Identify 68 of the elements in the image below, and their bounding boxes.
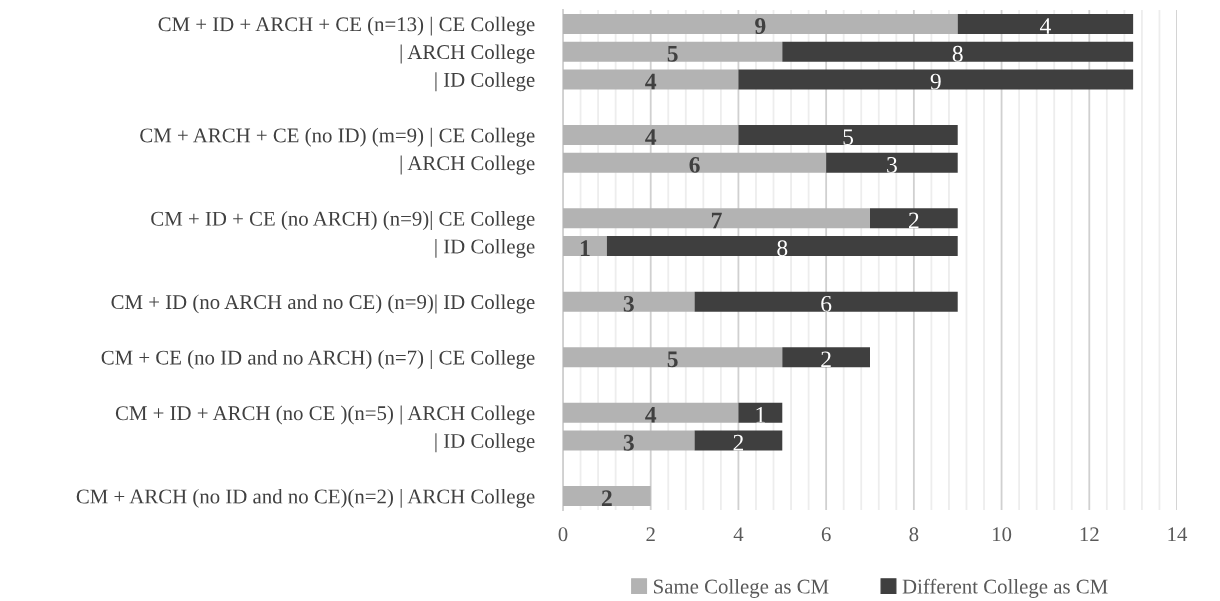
legend-label: Different College as CM: [902, 578, 1108, 598]
y-tick-label: | ID College: [435, 72, 535, 92]
data-label: 9: [930, 73, 941, 90]
bar: [563, 430, 695, 451]
bar: [563, 291, 695, 312]
x-tick-label: 10: [992, 527, 1012, 542]
y-tick-label: CM + ARCH (no ID and no CE)(n=2) | ARCH College: [76, 488, 535, 508]
bar: [563, 402, 739, 423]
data-label: 1: [580, 240, 590, 256]
y-tick-label: CM + CE (no ID and no ARCH) (n=7) | CE College: [101, 349, 535, 369]
data-label: 5: [667, 46, 678, 62]
y-tick-label: CM + ID (no ARCH and no CE) (n=9)| ID College: [111, 294, 535, 314]
bar: [563, 347, 783, 368]
y-tick-label: | ID College: [435, 238, 535, 258]
data-label: 4: [645, 407, 657, 423]
data-label: 8: [952, 45, 963, 62]
data-label: 5: [667, 351, 678, 368]
data-label: 3: [887, 156, 897, 173]
y-tick-label: | ARCH College: [400, 155, 535, 175]
y-tick-label: | ARCH College: [400, 44, 535, 64]
data-label: 4: [645, 129, 657, 145]
data-label: 4: [1039, 18, 1051, 34]
data-label: 4: [645, 73, 657, 90]
data-label: 7: [711, 212, 722, 229]
legend-label: Same College as CM: [654, 578, 829, 598]
data-label: 3: [623, 434, 634, 451]
x-tick-label: 8: [909, 527, 919, 542]
data-label: 2: [821, 351, 831, 368]
bar: [870, 208, 958, 229]
bar: [694, 430, 783, 451]
bar: [738, 402, 783, 423]
y-tick-label: | ID College: [435, 433, 535, 453]
bar: [563, 69, 739, 90]
x-tick-label: 12: [1080, 527, 1099, 542]
bar: [563, 486, 651, 507]
bar: [563, 208, 870, 229]
bar: [782, 41, 1134, 62]
data-label: 3: [623, 295, 634, 312]
data-label: 6: [689, 156, 700, 173]
data-label: 2: [908, 212, 919, 229]
bar: [563, 13, 958, 34]
x-tick-label: 14: [1168, 527, 1188, 542]
data-label: 8: [777, 240, 788, 257]
bar: [738, 69, 1134, 90]
data-label: 1: [756, 407, 765, 423]
bar: [694, 291, 958, 312]
bar: [957, 13, 1134, 34]
x-tick-label: 6: [821, 527, 831, 542]
x-tick-label: 0: [558, 527, 568, 542]
bar: [738, 125, 958, 145]
y-tick-label: CM + ARCH + CE (no ID) (m=9) | CE College: [140, 127, 535, 147]
bar: [563, 152, 827, 173]
data-label: 5: [843, 129, 854, 146]
data-label: 6: [821, 295, 832, 312]
y-tick-label: CM + ID + ARCH + CE (n=13) | CE College: [158, 16, 535, 36]
data-label: 2: [601, 490, 612, 506]
x-tick-label: 2: [646, 527, 655, 542]
x-tick-label: 4: [733, 527, 744, 542]
bar: [606, 236, 958, 257]
bar: [782, 347, 870, 368]
bar: [826, 152, 958, 173]
y-tick-label: CM + ID + ARCH (no CE )(n=5) | ARCH College: [115, 405, 535, 425]
bar: [563, 125, 739, 145]
y-tick-label: CM + ID + CE (no ARCH) (n=9)| CE College: [151, 211, 535, 231]
bar: [563, 236, 607, 257]
data-label: 2: [733, 434, 744, 451]
bar: [563, 41, 783, 62]
data-label: 9: [755, 18, 766, 34]
